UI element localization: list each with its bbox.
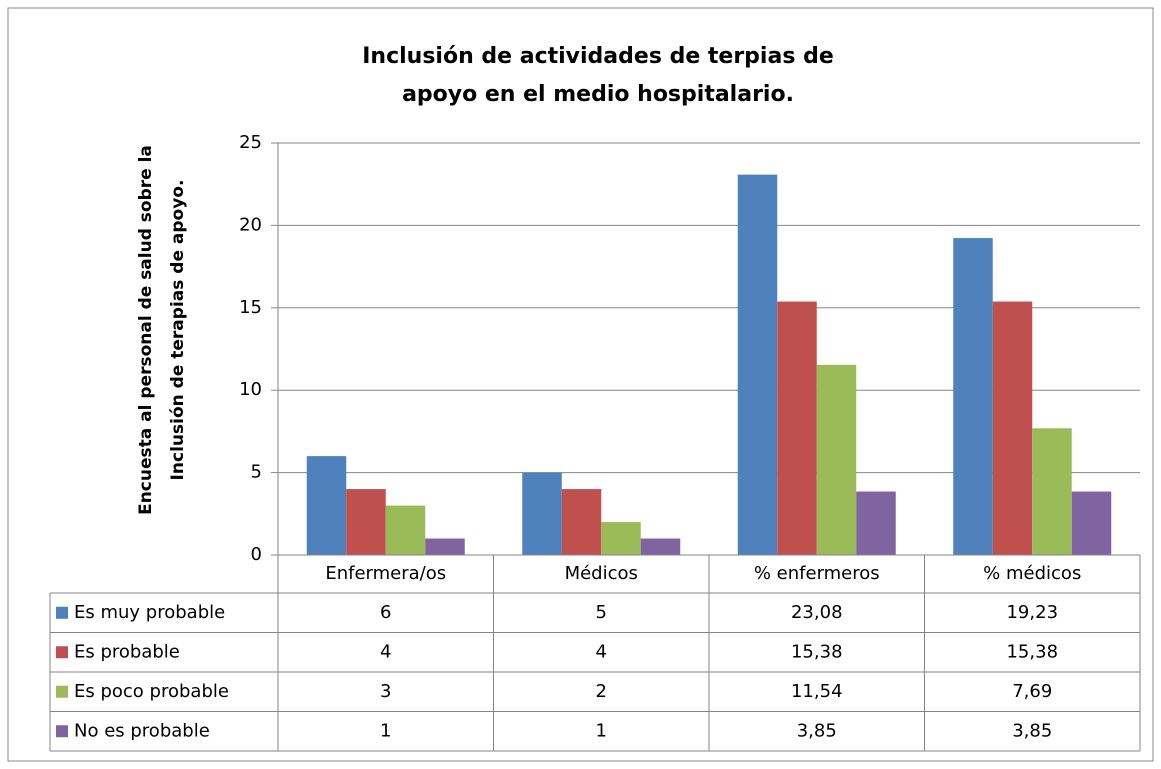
x-tick-label: % médicos — [983, 563, 1081, 584]
bar — [425, 538, 465, 555]
data-table-cell: 7,69 — [1012, 681, 1052, 702]
data-table-cell: 4 — [596, 641, 607, 662]
data-table-cell: 3,85 — [797, 720, 837, 741]
x-tick-label: % enfermeros — [754, 563, 880, 584]
y-tick-label: 5 — [251, 462, 262, 483]
legend-marker — [56, 725, 68, 738]
legend-marker — [56, 606, 68, 619]
y-tick-label: 20 — [239, 214, 262, 235]
bar — [816, 364, 857, 555]
bar — [522, 472, 562, 555]
legend-label: Es muy probable — [74, 602, 225, 623]
bar — [992, 301, 1033, 555]
y-tick-label: 25 — [239, 132, 262, 153]
bar — [601, 522, 641, 555]
y-axis-label: Inclusión de terapias de apoyo. — [168, 180, 188, 481]
bar — [640, 538, 681, 555]
legend-label: Es poco probable — [74, 681, 229, 702]
bar — [777, 301, 817, 555]
legend-marker — [56, 646, 68, 659]
chart-title: apoyo en el medio hospitalario. — [402, 82, 794, 107]
data-table-cell: 4 — [380, 641, 391, 662]
bar — [737, 174, 778, 555]
data-table-cell: 15,38 — [791, 641, 843, 662]
bar — [1071, 491, 1112, 555]
data-table-cell: 11,54 — [791, 681, 843, 702]
data-table-cell: 19,23 — [1006, 602, 1058, 623]
legend-marker — [56, 685, 68, 698]
data-table-cell: 3,85 — [1012, 720, 1052, 741]
data-table-cell: 15,38 — [1006, 641, 1058, 662]
data-table-cell: 5 — [596, 602, 607, 623]
y-axis-label: Encuesta al personal de salud sobre la — [136, 145, 156, 515]
bar — [1032, 428, 1072, 555]
y-tick-label: 10 — [239, 379, 262, 400]
chart-title: Inclusión de actividades de terpias de — [362, 44, 834, 69]
bar — [561, 489, 602, 555]
bar — [856, 491, 896, 555]
bar — [306, 456, 347, 555]
x-tick-label: Enfermera/os — [325, 563, 446, 584]
bar — [953, 238, 993, 555]
data-table-cell: 23,08 — [791, 602, 843, 623]
y-tick-label: 0 — [251, 544, 262, 565]
bar — [346, 489, 386, 555]
legend-label: No es probable — [74, 720, 210, 741]
data-table-cell: 6 — [380, 602, 391, 623]
data-table-cell: 1 — [596, 720, 607, 741]
data-table-cell: 2 — [596, 681, 607, 702]
data-table-cell: 3 — [380, 681, 391, 702]
legend-label: Es probable — [74, 641, 180, 662]
data-table-cell: 1 — [380, 720, 391, 741]
y-tick-label: 15 — [239, 297, 262, 318]
x-tick-label: Médicos — [565, 563, 638, 584]
bar — [385, 505, 426, 555]
